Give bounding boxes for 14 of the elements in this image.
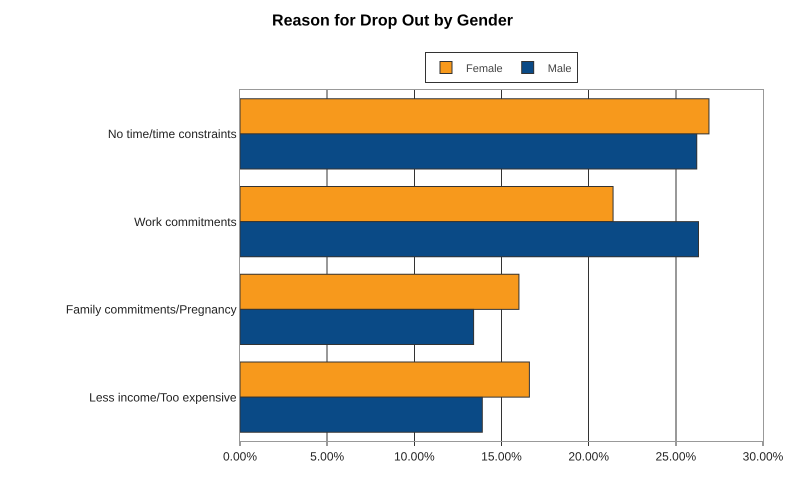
y-tick-label: Work commitments: [134, 214, 237, 229]
y-tick-label: No time/time constraints: [108, 127, 237, 142]
legend-label: Male: [548, 62, 572, 75]
x-tick-label: 30.00%: [742, 449, 784, 464]
chart-title: Reason for Drop Out by Gender: [272, 12, 513, 30]
x-tick-label: 5.00%: [310, 449, 345, 464]
x-tick-label: 10.00%: [394, 449, 436, 464]
y-tick-label: Family commitments/Pregnancy: [66, 302, 237, 317]
y-tick-label: Less income/Too expensive: [89, 390, 237, 404]
x-tick-label: 20.00%: [568, 449, 610, 464]
x-tick-label: 15.00%: [481, 449, 522, 464]
x-tick-label: 25.00%: [655, 449, 697, 464]
x-tick-label: 0.00%: [222, 449, 258, 464]
legend-label: Female: [466, 62, 503, 75]
